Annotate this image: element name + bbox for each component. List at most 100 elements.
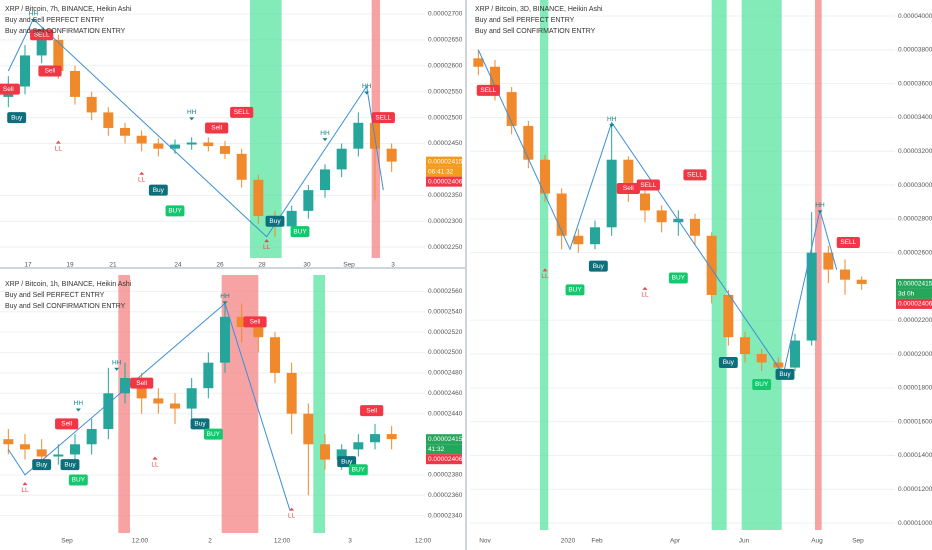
candle-body — [490, 66, 500, 93]
candle-body — [573, 235, 584, 245]
candle-body — [353, 122, 364, 149]
indicator-name: Buy and Sell PERFECT ENTRY — [5, 292, 105, 299]
signal-label: HH — [29, 11, 39, 18]
price-tag — [896, 298, 932, 309]
signal-marker — [364, 91, 370, 95]
signal-label: BUY — [207, 431, 221, 438]
candle-body — [53, 454, 64, 457]
candle-body — [70, 444, 80, 455]
signal-label: SELL — [34, 31, 50, 38]
price-tag-label: 0.00002415 — [428, 158, 463, 165]
signal-marker — [642, 286, 648, 290]
x-tick-label: 12:00 — [274, 538, 291, 545]
signal-label: HH — [112, 359, 122, 366]
y-tick-label: 0.00002000 — [898, 351, 932, 358]
x-tick-label: Feb — [591, 538, 603, 545]
y-tick-label: 0.00002800 — [898, 216, 932, 223]
candle-body — [120, 377, 130, 394]
price-tag-label: 0.00002415 — [898, 281, 932, 288]
signal-label: LL — [55, 145, 63, 152]
signal-box — [683, 169, 707, 181]
indicator-name: Buy and Sell CONFIRMATION ENTRY — [5, 303, 126, 310]
y-tick-label: 0.00002600 — [898, 249, 932, 256]
signal-label: HH — [320, 130, 330, 137]
candle-body — [170, 403, 180, 409]
y-tick-label: 0.00003000 — [898, 182, 932, 189]
y-tick-label: 0.00002460 — [428, 390, 463, 397]
candle-body — [203, 362, 214, 389]
signal-label: HH — [607, 116, 617, 123]
price-tag-label: 0.00002415 — [428, 436, 463, 443]
candle-body — [370, 434, 380, 443]
price-tag — [426, 156, 462, 167]
price-tag — [426, 454, 462, 465]
candle-body — [220, 146, 230, 154]
candle-body — [523, 125, 534, 160]
price-tag — [426, 176, 462, 187]
signal-box — [476, 84, 500, 96]
y-tick-label: 0.00002380 — [428, 472, 463, 479]
y-tick-label: 0.00002440 — [428, 410, 463, 417]
candle-body — [623, 159, 634, 194]
indicator-name: Buy and Sell CONFIRMATION ENTRY — [475, 28, 596, 35]
candle-body — [103, 393, 114, 429]
signal-label: Buy — [36, 461, 48, 468]
candle-body — [70, 70, 80, 97]
price-tag — [426, 434, 462, 445]
candle-body — [36, 39, 47, 56]
signal-label: LL — [151, 461, 159, 468]
candle-body — [36, 449, 47, 457]
candle-body — [690, 218, 700, 236]
candle-body — [656, 210, 667, 223]
signal-label: Sell — [61, 421, 72, 428]
signal-box — [38, 65, 62, 77]
y-tick-label: 0.00002550 — [428, 88, 463, 95]
signal-label: LL — [138, 176, 146, 183]
candle-body — [320, 169, 330, 191]
signal-box — [290, 226, 310, 238]
signal-label: BUY — [672, 275, 686, 282]
signal-marker — [289, 507, 295, 511]
chart-title: XRP / Bitcoin, 1h, BINANCE, Heikin Ashi — [5, 281, 132, 288]
zigzag-line — [477, 49, 838, 376]
signal-marker — [542, 268, 548, 272]
signal-marker — [30, 18, 36, 22]
y-tick-label: 0.00002340 — [428, 512, 463, 519]
signal-label: Buy — [779, 371, 791, 378]
signal-box — [616, 182, 640, 194]
candle-body — [353, 442, 364, 450]
plot-area: SellSELLSellBuyHHLLLLBuyBUYHHSellSELLBuy… — [0, 0, 425, 258]
signal-box — [636, 179, 660, 191]
candle-body — [136, 135, 147, 144]
price-tag-label: 0.00002406 — [428, 456, 463, 463]
signal-label: Sell — [623, 185, 634, 192]
signal-marker — [22, 482, 28, 486]
candle-body — [303, 190, 314, 211]
x-tick-label: Jun — [739, 538, 750, 545]
zigzag-line — [7, 302, 291, 511]
signal-box — [588, 260, 608, 272]
y-tick-label: 0.00002600 — [428, 63, 463, 70]
y-tick-label: 0.00002500 — [428, 114, 463, 121]
signal-label: LL — [641, 292, 649, 299]
candle-body — [120, 127, 130, 136]
signal-marker — [222, 301, 228, 305]
signal-box — [68, 474, 88, 486]
price-tag — [426, 166, 462, 177]
y-tick-label: 0.00002480 — [428, 370, 463, 377]
signal-box — [203, 428, 223, 440]
signal-box — [243, 316, 267, 328]
candle-body — [336, 148, 347, 170]
x-tick-label: Apr — [670, 538, 681, 545]
signal-label: SELL — [640, 182, 656, 189]
signal-marker — [609, 124, 615, 128]
candle-body — [590, 227, 600, 245]
candle-body — [336, 449, 347, 460]
candle-body — [706, 235, 717, 295]
price-tag-label: 0.00002406 — [898, 301, 932, 308]
y-tick-label: 0.00002540 — [428, 308, 463, 315]
candle-body — [86, 96, 97, 113]
signal-box — [371, 112, 395, 124]
x-tick-label: 26 — [216, 262, 224, 269]
price-tag-label: 06:41:32 — [428, 168, 454, 175]
